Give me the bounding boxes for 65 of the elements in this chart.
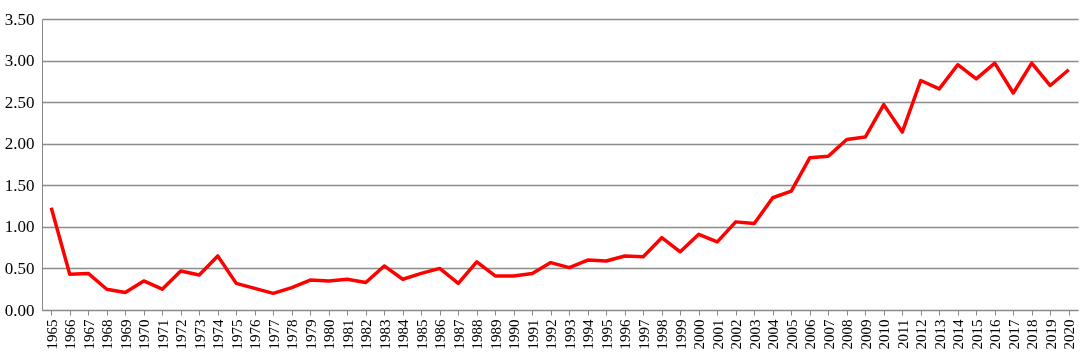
x-tick-label: 2011 — [894, 319, 911, 349]
y-tick-label: 0.50 — [4, 258, 35, 278]
x-tick-label: 1981 — [339, 319, 356, 350]
x-tick-label: 1970 — [136, 319, 153, 350]
x-tick-label: 1971 — [154, 319, 171, 350]
y-tick-label: 1.50 — [4, 175, 35, 195]
x-tick-label: 1979 — [302, 319, 319, 350]
x-tick-label: 1994 — [580, 319, 597, 350]
x-tick-label: 1972 — [173, 319, 190, 350]
x-tick-label: 2009 — [857, 319, 874, 350]
x-tick-label: 1968 — [99, 319, 116, 350]
x-tick-label: 1976 — [247, 319, 264, 350]
y-tick-label: 0.00 — [4, 300, 35, 320]
x-tick-label: 2000 — [691, 319, 708, 350]
x-tick-label: 1969 — [117, 319, 134, 350]
x-tick-label: 1997 — [635, 319, 652, 350]
x-tick-label: 1991 — [524, 319, 541, 350]
y-tick-label: 1.00 — [4, 217, 35, 237]
x-tick-label: 1996 — [617, 319, 634, 350]
x-tick-label: 2014 — [950, 319, 967, 350]
x-tick-label: 1967 — [80, 319, 97, 350]
x-tick-label: 1993 — [561, 319, 578, 350]
x-tick-label: 2002 — [728, 319, 745, 350]
x-tick-label: 2013 — [931, 319, 948, 350]
x-tick-label: 1987 — [450, 319, 467, 350]
x-tick-label: 2017 — [1005, 319, 1022, 350]
x-tick-label: 1974 — [210, 319, 227, 350]
line-series — [49, 61, 1071, 296]
x-tick-label: 1988 — [469, 319, 486, 350]
y-tick-label: 2.00 — [4, 134, 35, 154]
x-tick-label: 1980 — [321, 319, 338, 350]
x-tick-label: 1978 — [284, 319, 301, 350]
x-tick-label: 1989 — [487, 319, 504, 350]
x-tick-label: 2007 — [820, 319, 837, 350]
x-tick-label: 1990 — [506, 319, 523, 350]
x-tick-label: 1992 — [543, 319, 560, 350]
y-tick-label: 3.50 — [4, 9, 35, 29]
x-tick-label: 1977 — [265, 319, 282, 350]
x-tick-label: 2006 — [802, 319, 819, 350]
x-tick-label: 2016 — [987, 319, 1004, 350]
x-tick-label: 1998 — [654, 319, 671, 350]
x-tick-label: 2005 — [783, 319, 800, 350]
x-tick-label: 1986 — [432, 319, 449, 350]
x-tick-label: 2015 — [968, 319, 985, 350]
x-tick-label: 1982 — [358, 319, 375, 350]
x-tick-label: 2012 — [913, 319, 930, 350]
x-tick-label: 2008 — [839, 319, 856, 350]
x-tick-label: 1999 — [672, 319, 689, 350]
x-tick-label: 1975 — [228, 319, 245, 350]
x-tick-label: 2001 — [709, 319, 726, 350]
y-tick-label: 2.50 — [4, 92, 35, 112]
x-tick-label: 2004 — [765, 319, 782, 350]
x-tick-label: 2010 — [876, 319, 893, 350]
x-tick-label: 1985 — [413, 319, 430, 350]
x-tick-label: 1973 — [191, 319, 208, 350]
x-tick-label: 2019 — [1042, 319, 1059, 350]
x-tick-label: 1965 — [43, 319, 60, 350]
x-tick-label: 2003 — [746, 319, 763, 350]
x-tick-label: 1966 — [62, 319, 79, 350]
x-tick-label: 1984 — [395, 319, 412, 350]
x-tick-label: 1983 — [376, 319, 393, 350]
y-tick-label: 3.00 — [4, 51, 35, 71]
x-tick-label: 1995 — [598, 319, 615, 350]
x-tick-label: 2020 — [1061, 319, 1078, 350]
x-tick-label: 2018 — [1024, 319, 1041, 350]
